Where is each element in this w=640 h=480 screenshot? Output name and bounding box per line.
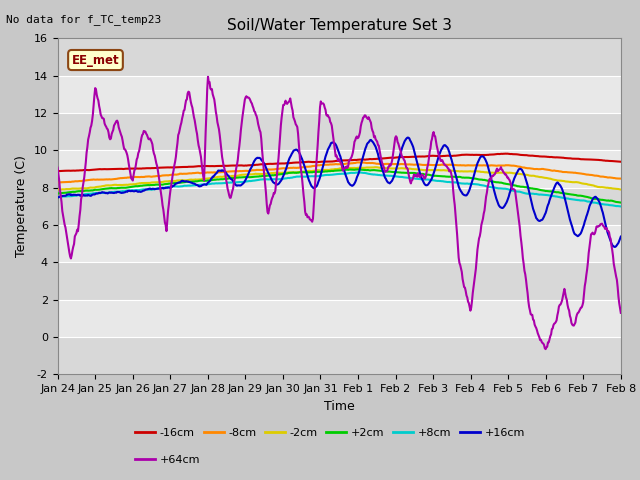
- Bar: [58, 38, 621, 76]
- Bar: [58, 263, 621, 300]
- X-axis label: Time: Time: [324, 400, 355, 413]
- Bar: [58, 337, 621, 374]
- Bar: [58, 76, 621, 113]
- Text: EE_met: EE_met: [72, 53, 119, 67]
- Bar: [58, 188, 621, 225]
- Title: Soil/Water Temperature Set 3: Soil/Water Temperature Set 3: [227, 18, 452, 33]
- Legend: +64cm: +64cm: [131, 451, 205, 469]
- Bar: [58, 300, 621, 337]
- Y-axis label: Temperature (C): Temperature (C): [15, 156, 28, 257]
- Text: No data for f_TC_temp23: No data for f_TC_temp23: [6, 14, 162, 25]
- Bar: [58, 150, 621, 188]
- Bar: [58, 113, 621, 150]
- Bar: [58, 225, 621, 263]
